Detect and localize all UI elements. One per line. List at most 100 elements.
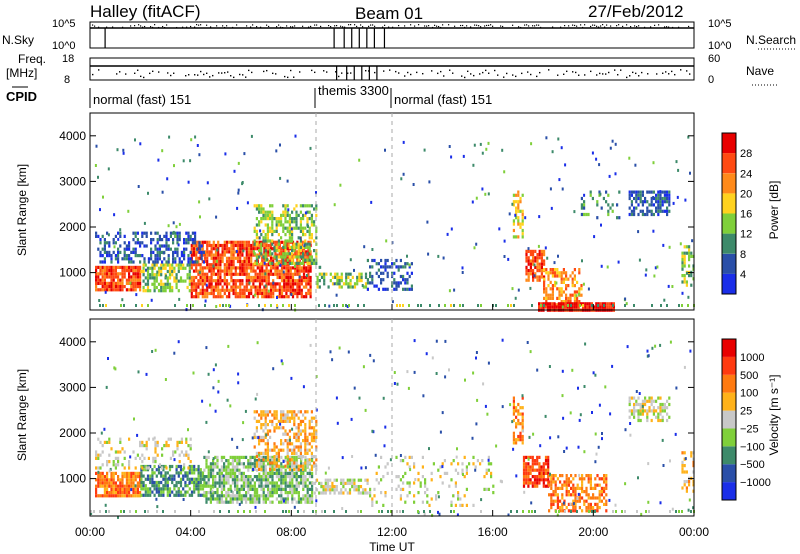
power-noise-cell [119,228,122,232]
velocity-cell [465,465,468,469]
power-cell [162,285,165,290]
power-cell [267,253,270,257]
velocity-cell [119,484,122,488]
power-cell [307,269,310,273]
velocity-cell [648,399,651,403]
velocity-cell [565,493,568,497]
velocity-cell [271,494,274,498]
velocity-cell [280,494,283,498]
velocity-noise-cell [563,450,566,453]
velocity-cell [567,509,570,513]
power-cell [200,257,203,261]
velocity-cell [635,399,638,403]
velocity-cell [95,450,98,454]
velocity-cell [249,462,252,466]
power-ground-cell [396,304,398,307]
velocity-noise-cell [289,438,291,442]
power-cell [258,220,261,224]
power-cell [287,279,290,283]
velocity-cell [249,487,252,491]
power-cell [239,288,242,292]
velocity-cell [637,402,640,407]
power-noise-cell [608,174,611,178]
power-ytick-label: 1000 [59,266,86,280]
power-cell [130,250,133,254]
power-cell [545,290,548,294]
velocity-cell [123,456,126,460]
nsky-point [198,24,200,26]
velocity-cell [106,440,109,444]
power-cell [230,253,233,257]
power-cell [239,253,242,257]
power-noise-cell [107,167,110,171]
power-cell [112,265,115,269]
velocity-cell [295,455,298,459]
nsky-point [276,26,278,28]
power-cell [285,269,288,273]
power-cell [525,256,528,260]
velocity-cell [275,461,278,465]
power-noise-cell [190,138,193,142]
velocity-cell [293,455,296,459]
power-noise-cell [408,263,411,267]
velocity-cell [282,481,285,485]
power-cell [296,240,299,244]
power-cell [517,190,520,194]
power-ground-cell [342,304,344,307]
nsky-point [320,25,322,28]
power-cell [108,275,111,279]
velocity-cell [139,481,142,485]
power-cell [663,209,666,213]
velocity-noise-cell [241,438,244,442]
nave-point [584,74,586,76]
power-cell [310,255,313,259]
velocity-cell [421,465,424,469]
velocity-cell [193,484,196,488]
power-cell [558,296,561,300]
nsky-point [526,24,528,26]
velocity-cell [236,462,239,466]
power-cell [543,249,546,253]
power-cell [652,203,655,207]
nave-point [158,71,160,73]
power-cell [108,244,111,248]
power-cell [180,250,183,254]
velocity-cell [311,475,314,479]
nave-point [431,70,433,72]
velocity-cell [166,480,169,485]
power-noise-cell [242,249,245,253]
power-noise-cell [652,229,655,233]
power-cell [112,285,115,289]
velocity-cell [212,465,215,469]
power-cell [258,288,262,292]
velocity-cell [267,475,270,479]
velocity-cell [443,459,446,463]
velocity-cell [164,487,167,491]
power-cell [217,256,220,260]
power-cell [300,266,303,270]
velocity-cell [197,487,200,491]
power-cell [274,240,277,244]
velocity-cell [289,471,292,475]
power-cell [380,258,383,263]
velocity-cell [114,484,117,488]
velocity-cell [141,466,144,470]
power-cell [336,272,339,276]
power-cell [358,275,361,279]
power-cell [391,262,394,266]
velocity-cell [465,487,468,491]
velocity-cell [286,416,289,420]
power-cell [117,231,120,235]
velocity-cell [318,481,321,485]
velocity-cell [310,410,313,414]
velocity-cell [282,442,285,446]
power-cell [277,255,280,259]
velocity-cell [295,461,298,465]
power-cell [217,291,220,296]
velocity-cell [525,465,528,469]
velocity-cell [203,468,206,472]
velocity-cell [550,502,553,506]
velocity-noise-cell [521,394,524,398]
velocity-cell [195,487,198,491]
power-ground-cell [420,304,422,307]
